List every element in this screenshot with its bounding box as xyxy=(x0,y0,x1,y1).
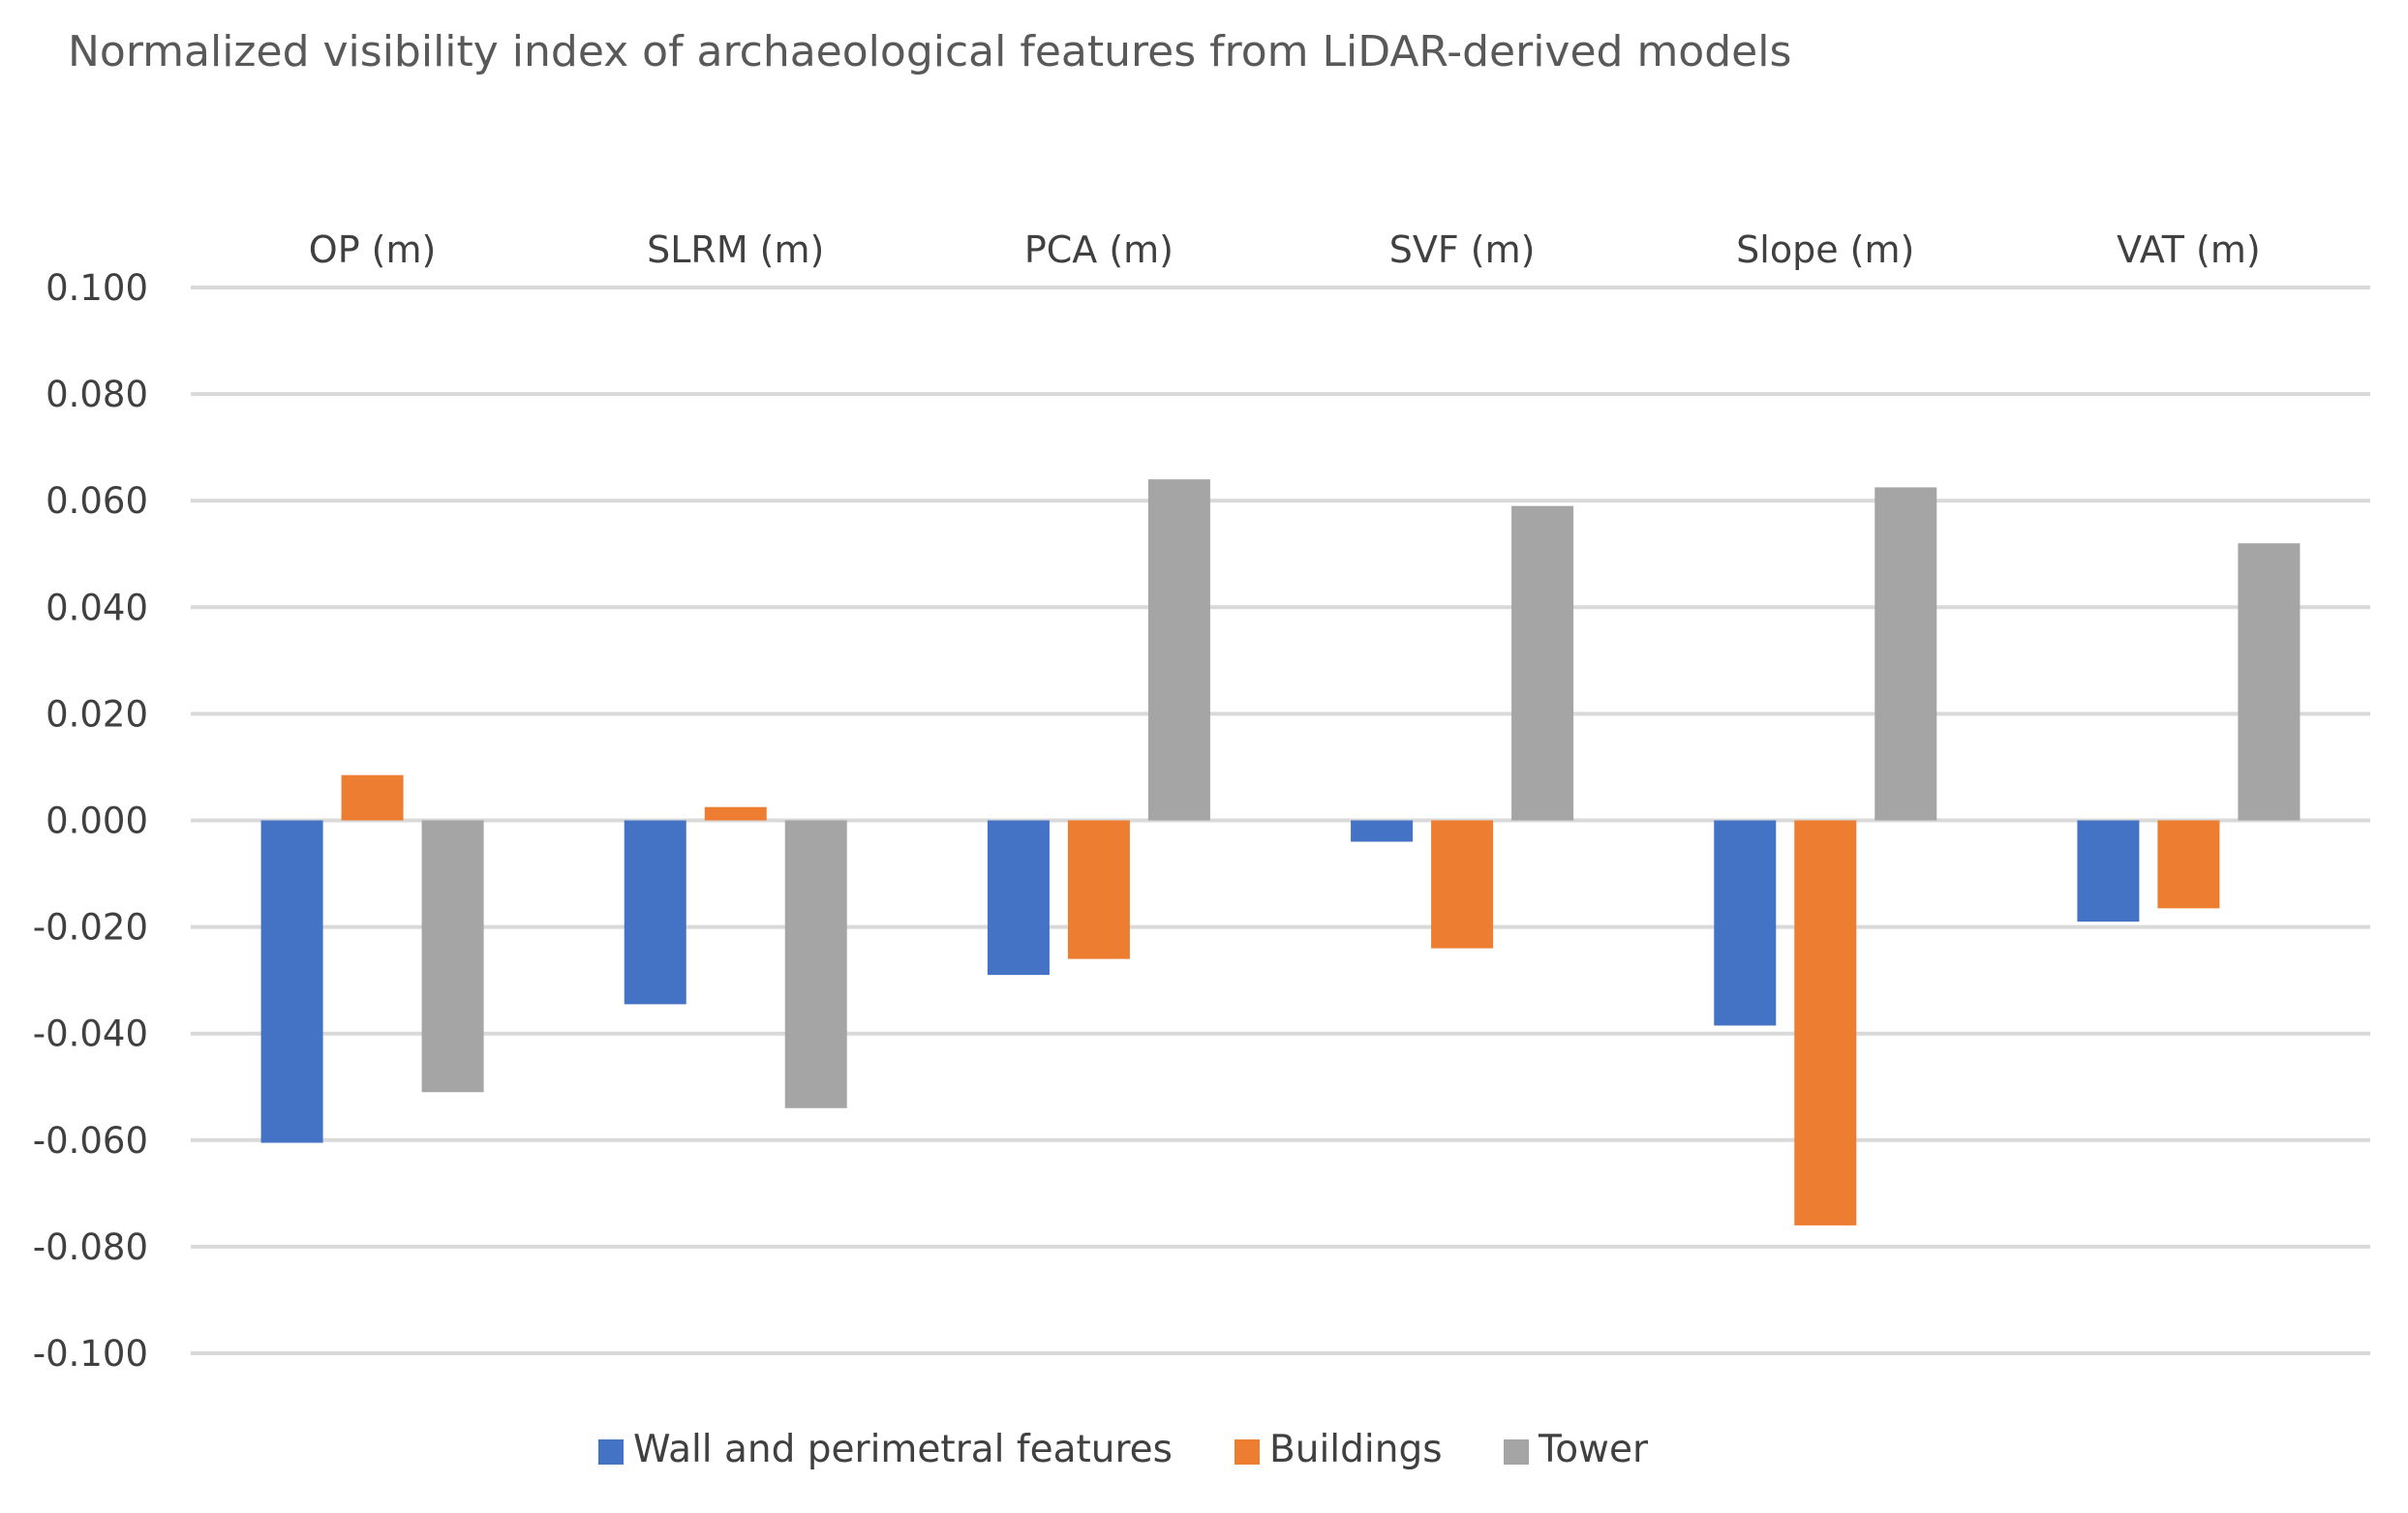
category-label: Slope (m) xyxy=(1736,228,1914,271)
bar xyxy=(1067,820,1130,959)
y-tick-label: -0.040 xyxy=(33,1014,148,1055)
category-label: PCA (m) xyxy=(1024,228,1174,271)
legend-label: Wall and perimetral features xyxy=(633,1428,1173,1471)
y-tick-label: -0.060 xyxy=(33,1120,148,1162)
bar xyxy=(1875,487,1937,821)
y-axis-tick-labels: 0.100 0.080 0.060 0.040 0.020 0.000 -0.020 -0.0… xyxy=(33,267,148,1375)
chart-title: Normalized visibility index of archaeolo… xyxy=(68,27,1791,76)
y-tick-label: 0.000 xyxy=(46,801,148,842)
y-tick-label: -0.080 xyxy=(33,1226,148,1268)
bar xyxy=(987,820,1050,976)
bar xyxy=(260,820,323,1143)
bar xyxy=(1511,505,1574,821)
legend-swatch xyxy=(1504,1439,1529,1465)
legend-label: Tower xyxy=(1538,1428,1649,1471)
y-tick-label: 0.040 xyxy=(46,587,148,628)
category-labels: OP (m) SLRM (m) PCA (m) SVF (m) Slope (m) VAT… xyxy=(309,228,2261,271)
y-tick-label: 0.060 xyxy=(46,480,148,522)
bar xyxy=(624,820,686,1005)
y-tick-label: 0.080 xyxy=(46,374,148,415)
bar xyxy=(2077,820,2140,923)
bar xyxy=(1794,820,1857,1226)
bar xyxy=(704,806,767,821)
y-tick-label: -0.100 xyxy=(33,1333,148,1375)
bar xyxy=(784,820,847,1108)
bar xyxy=(1714,820,1777,1026)
category-label: VAT (m) xyxy=(2117,228,2261,271)
category-label: OP (m) xyxy=(309,228,437,271)
y-tick-label: 0.100 xyxy=(46,267,148,309)
category-label: SVF (m) xyxy=(1389,228,1536,271)
bar xyxy=(2238,543,2301,821)
bar xyxy=(1147,479,1210,821)
bar xyxy=(1431,820,1494,949)
legend: Wall and perimetral features Buildings Tow… xyxy=(598,1428,1649,1471)
category-label: SLRM (m) xyxy=(647,228,824,271)
legend-label: Buildings xyxy=(1269,1428,1443,1471)
legend-swatch xyxy=(598,1439,624,1465)
y-tick-label: -0.020 xyxy=(33,907,148,949)
y-tick-label: 0.020 xyxy=(46,693,148,735)
gridlines xyxy=(191,286,2370,1355)
bars xyxy=(260,479,2301,1226)
bar xyxy=(1351,820,1414,842)
legend-swatch xyxy=(1234,1439,1260,1465)
bar xyxy=(341,774,404,821)
bar xyxy=(2157,820,2220,909)
bar xyxy=(421,820,484,1093)
